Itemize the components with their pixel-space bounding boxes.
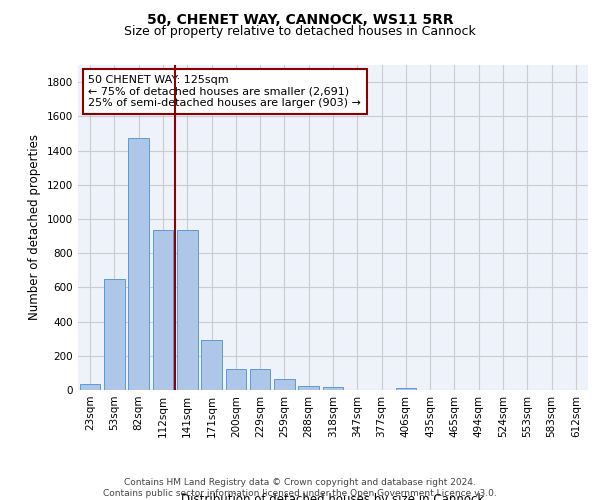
Bar <box>80 384 100 390</box>
Bar <box>250 369 271 390</box>
Bar <box>323 386 343 390</box>
Bar <box>152 230 173 390</box>
Bar <box>298 386 319 390</box>
Text: 50, CHENET WAY, CANNOCK, WS11 5RR: 50, CHENET WAY, CANNOCK, WS11 5RR <box>146 12 454 26</box>
Bar <box>274 380 295 390</box>
Text: Contains HM Land Registry data © Crown copyright and database right 2024.
Contai: Contains HM Land Registry data © Crown c… <box>103 478 497 498</box>
Y-axis label: Number of detached properties: Number of detached properties <box>28 134 41 320</box>
Bar <box>395 388 416 390</box>
Bar <box>104 278 125 390</box>
Bar <box>201 340 222 390</box>
Text: Size of property relative to detached houses in Cannock: Size of property relative to detached ho… <box>124 25 476 38</box>
Bar <box>226 369 246 390</box>
Bar <box>177 230 197 390</box>
X-axis label: Distribution of detached houses by size in Cannock: Distribution of detached houses by size … <box>181 492 485 500</box>
Bar <box>128 138 149 390</box>
Text: 50 CHENET WAY: 125sqm
← 75% of detached houses are smaller (2,691)
25% of semi-d: 50 CHENET WAY: 125sqm ← 75% of detached … <box>88 74 361 108</box>
